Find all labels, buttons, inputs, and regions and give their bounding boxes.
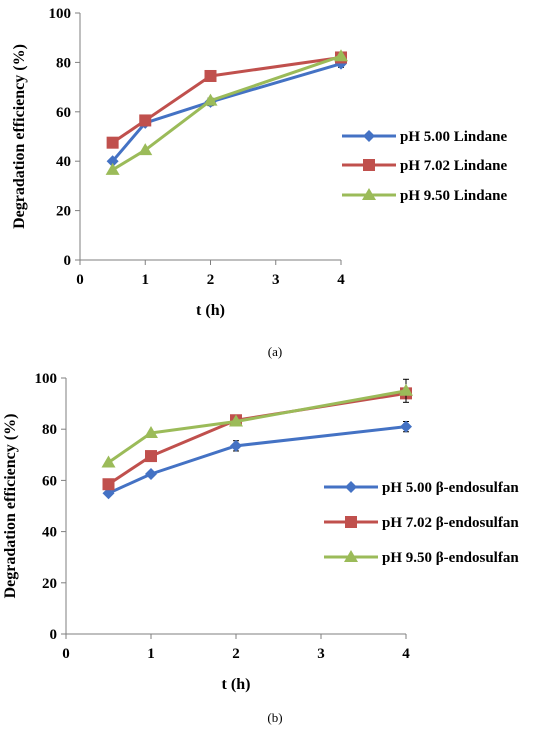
data-point <box>400 420 412 433</box>
data-point <box>105 162 120 175</box>
y-tick-label: 100 <box>49 6 72 22</box>
y-tick-label: 40 <box>42 525 57 541</box>
legend-label: pH 7.02 β-endosulfan <box>382 515 519 531</box>
data-point <box>229 414 243 427</box>
legend-label: pH 7.02 Lindane <box>400 158 507 174</box>
x-tick-label: 4 <box>402 646 410 662</box>
x-axis-label: t (h) <box>196 302 225 319</box>
y-tick-label: 40 <box>56 154 71 170</box>
series-line <box>107 425 407 495</box>
y-tick-label: 20 <box>56 204 71 220</box>
legend-entry: pH 5.00 Lindane <box>342 129 507 145</box>
x-tick-label: 2 <box>207 272 215 288</box>
x-tick-label: 0 <box>62 646 70 662</box>
legend-label: pH 5.00 β-endosulfan <box>382 480 519 496</box>
data-point <box>145 468 157 480</box>
legend-marker <box>363 130 375 142</box>
data-point <box>101 455 116 468</box>
y-axis-label: Degradation efficiency (%) <box>11 44 28 229</box>
panel-caption: (b) <box>267 710 282 725</box>
legend-marker <box>344 550 358 562</box>
legend-label: pH 5.00 Lindane <box>400 129 507 145</box>
data-point <box>334 49 348 62</box>
legend-entry: pH 9.50 β-endosulfan <box>324 550 519 566</box>
series-line <box>111 55 342 144</box>
x-tick-label: 3 <box>317 646 325 662</box>
x-tick-label: 1 <box>142 272 150 288</box>
legend-marker <box>345 516 357 528</box>
chart-panel-b: 0 20 40 60 80 100 0 1 2 3 4 t (h) Degradation effici… <box>2 371 519 725</box>
legend-entry: pH 9.50 Lindane <box>342 188 507 204</box>
legend-entry: pH 7.02 Lindane <box>342 158 507 174</box>
legend-label: pH 9.50 β-endosulfan <box>382 550 519 566</box>
y-tick-label: 100 <box>35 371 58 387</box>
legend-marker <box>345 481 357 493</box>
panel-caption: (a) <box>268 344 282 359</box>
series-line <box>107 389 407 464</box>
series-1 <box>102 420 412 500</box>
legend-label: pH 9.50 Lindane <box>400 188 507 204</box>
legend-marker <box>362 188 376 200</box>
chart-panel-a: 0 20 40 60 80 100 0 1 2 3 4 t (h) Degradation effici… <box>11 6 507 359</box>
legend-entry: pH 7.02 β-endosulfan <box>324 515 519 531</box>
data-point <box>204 69 217 82</box>
y-tick-label: 20 <box>42 576 57 592</box>
x-tick-label: 2 <box>232 646 240 662</box>
data-point <box>106 155 119 168</box>
series-line <box>111 62 342 163</box>
y-tick-label: 0 <box>50 627 58 643</box>
data-point <box>102 478 115 491</box>
x-tick-label: 0 <box>76 272 84 288</box>
data-point <box>138 143 153 156</box>
legend-marker <box>363 159 375 171</box>
data-point <box>203 93 218 106</box>
x-tick-label: 4 <box>337 272 345 288</box>
x-axis-label: t (h) <box>222 676 251 693</box>
series-line <box>111 54 342 172</box>
data-point <box>145 450 157 463</box>
data-point <box>139 114 152 127</box>
y-tick-label: 60 <box>56 105 71 121</box>
y-tick-label: 80 <box>42 422 57 438</box>
y-tick-label: 80 <box>56 55 71 71</box>
x-tick-label: 3 <box>272 272 280 288</box>
series-3 <box>101 378 413 468</box>
y-tick-label: 0 <box>64 253 72 269</box>
data-point <box>106 136 119 149</box>
x-tick-label: 1 <box>147 646 155 662</box>
legend-entry: pH 5.00 β-endosulfan <box>324 480 519 496</box>
y-axis-label: Degradation efficiency (%) <box>2 414 19 599</box>
data-point <box>144 426 158 439</box>
series-3 <box>105 49 348 175</box>
data-point <box>399 383 413 396</box>
data-point <box>230 439 242 452</box>
y-tick-label: 60 <box>42 473 57 489</box>
